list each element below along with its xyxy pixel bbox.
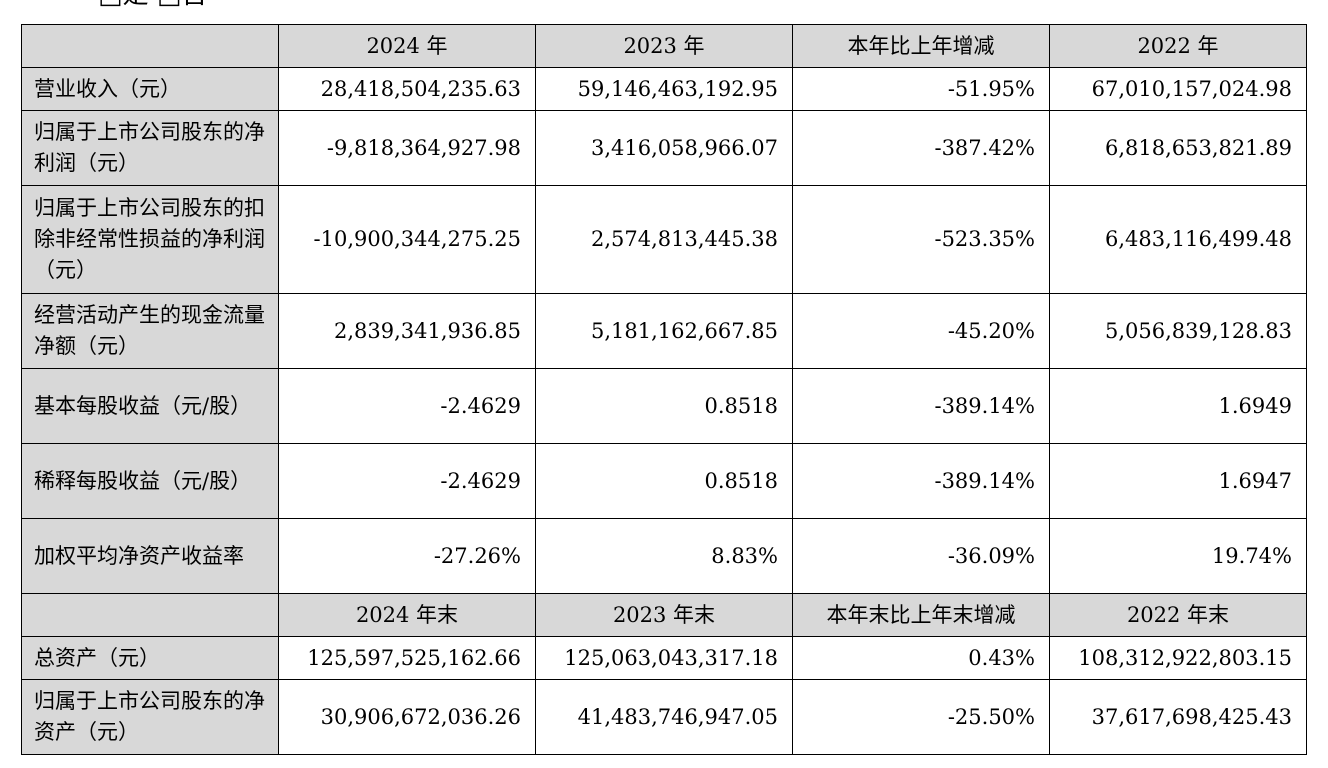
row-label: 归属于上市公司股东的净资产（元） [21, 679, 279, 755]
value-cell: -9,818,364,927.98 [278, 110, 536, 186]
row-label: 归属于上市公司股东的扣除非经常性损益的净利润（元） [21, 185, 279, 294]
header-cell [21, 24, 279, 68]
value-cell: 1.6947 [1049, 443, 1307, 519]
value-cell: 125,597,525,162.66 [278, 636, 536, 680]
table-row: 稀释每股收益（元/股） -2.4629 0.8518 -389.14% 1.69… [21, 443, 1307, 519]
header-cell: 本年末比上年末增减 [792, 593, 1050, 637]
key-financial-data-table: 2024 年 2023 年 本年比上年增减 2022 年 营业收入（元） 28,… [21, 24, 1307, 755]
row-label: 加权平均净资产收益率 [21, 518, 279, 594]
value-cell: 28,418,504,235.63 [278, 67, 536, 111]
previous-section-fragment: □是 □否 [98, 0, 207, 12]
value-cell: 41,483,746,947.05 [535, 679, 793, 755]
value-cell: -2.4629 [278, 443, 536, 519]
change-cell: -389.14% [792, 368, 1050, 444]
table-row: 营业收入（元） 28,418,504,235.63 59,146,463,192… [21, 67, 1307, 111]
header-cell [21, 593, 279, 637]
value-cell: 125,063,043,317.18 [535, 636, 793, 680]
value-cell: 67,010,157,024.98 [1049, 67, 1307, 111]
table-row: 总资产（元） 125,597,525,162.66 125,063,043,31… [21, 636, 1307, 680]
change-cell: -36.09% [792, 518, 1050, 594]
row-label: 归属于上市公司股东的净利润（元） [21, 110, 279, 186]
change-cell: -523.35% [792, 185, 1050, 294]
table-header-row-yearend: 2024 年末 2023 年末 本年末比上年末增减 2022 年末 [21, 593, 1307, 637]
row-label: 经营活动产生的现金流量净额（元） [21, 293, 279, 369]
change-cell: -389.14% [792, 443, 1050, 519]
table-header-row-annual: 2024 年 2023 年 本年比上年增减 2022 年 [21, 24, 1307, 68]
value-cell: -27.26% [278, 518, 536, 594]
value-cell: 8.83% [535, 518, 793, 594]
row-label: 基本每股收益（元/股） [21, 368, 279, 444]
header-cell: 2024 年 [278, 24, 536, 68]
value-cell: -2.4629 [278, 368, 536, 444]
change-cell: -387.42% [792, 110, 1050, 186]
header-cell: 2022 年末 [1049, 593, 1307, 637]
value-cell: 37,617,698,425.43 [1049, 679, 1307, 755]
header-cell: 本年比上年增减 [792, 24, 1050, 68]
row-label: 营业收入（元） [21, 67, 279, 111]
row-label: 总资产（元） [21, 636, 279, 680]
change-cell: -25.50% [792, 679, 1050, 755]
value-cell: 6,818,653,821.89 [1049, 110, 1307, 186]
table-row: 加权平均净资产收益率 -27.26% 8.83% -36.09% 19.74% [21, 518, 1307, 594]
value-cell: 0.8518 [535, 443, 793, 519]
table-row: 归属于上市公司股东的扣除非经常性损益的净利润（元） -10,900,344,27… [21, 185, 1307, 294]
value-cell: 6,483,116,499.48 [1049, 185, 1307, 294]
change-cell: -45.20% [792, 293, 1050, 369]
header-cell: 2024 年末 [278, 593, 536, 637]
value-cell: 0.8518 [535, 368, 793, 444]
value-cell: 1.6949 [1049, 368, 1307, 444]
table-row: 归属于上市公司股东的净资产（元） 30,906,672,036.26 41,48… [21, 679, 1307, 755]
value-cell: 2,574,813,445.38 [535, 185, 793, 294]
header-cell: 2023 年 [535, 24, 793, 68]
value-cell: 3,416,058,966.07 [535, 110, 793, 186]
value-cell: 30,906,672,036.26 [278, 679, 536, 755]
change-cell: -51.95% [792, 67, 1050, 111]
header-cell: 2022 年 [1049, 24, 1307, 68]
value-cell: -10,900,344,275.25 [278, 185, 536, 294]
table-row: 经营活动产生的现金流量净额（元） 2,839,341,936.85 5,181,… [21, 293, 1307, 369]
table-row: 基本每股收益（元/股） -2.4629 0.8518 -389.14% 1.69… [21, 368, 1307, 444]
row-label: 稀释每股收益（元/股） [21, 443, 279, 519]
value-cell: 5,056,839,128.83 [1049, 293, 1307, 369]
value-cell: 2,839,341,936.85 [278, 293, 536, 369]
header-cell: 2023 年末 [535, 593, 793, 637]
table-row: 归属于上市公司股东的净利润（元） -9,818,364,927.98 3,416… [21, 110, 1307, 186]
value-cell: 108,312,922,803.15 [1049, 636, 1307, 680]
value-cell: 59,146,463,192.95 [535, 67, 793, 111]
value-cell: 19.74% [1049, 518, 1307, 594]
value-cell: 5,181,162,667.85 [535, 293, 793, 369]
change-cell: 0.43% [792, 636, 1050, 680]
